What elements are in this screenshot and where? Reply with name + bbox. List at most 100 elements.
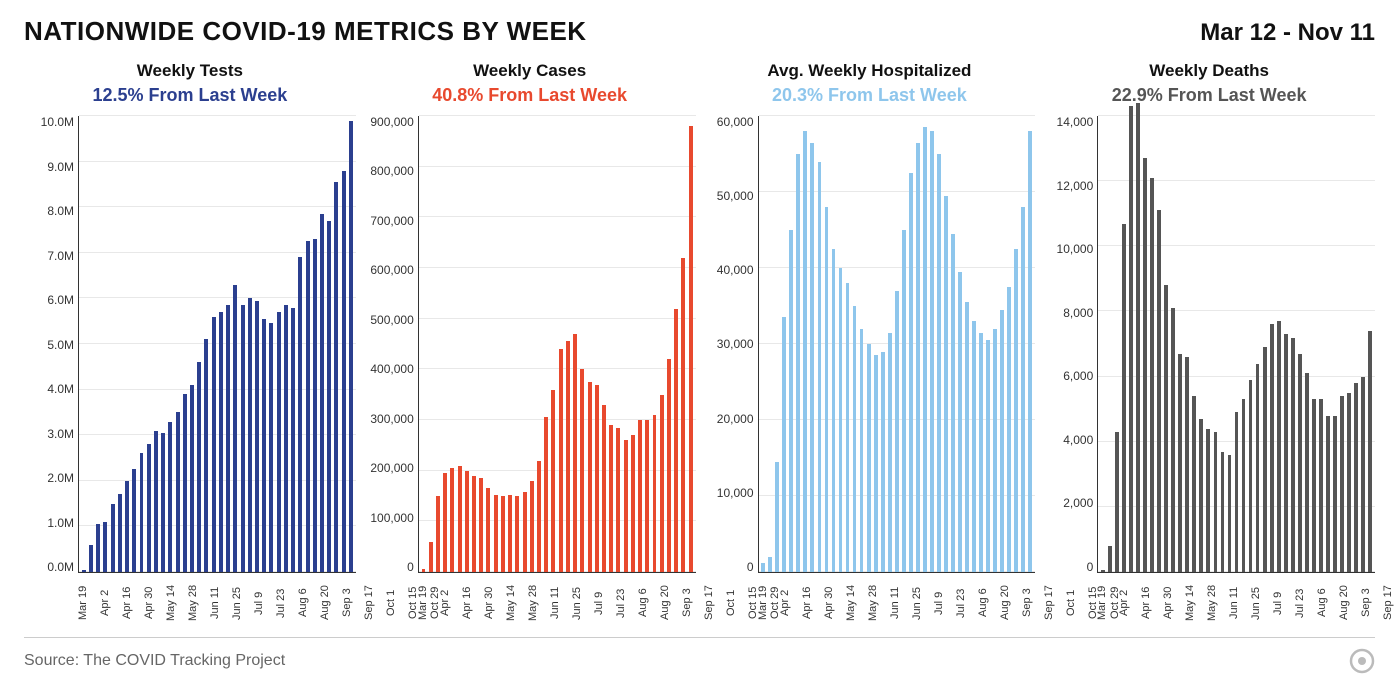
y-axis: 10.0M9.0M8.0M7.0M6.0M5.0M4.0M3.0M2.0M1.0… <box>24 116 78 573</box>
bar <box>1319 399 1323 572</box>
y-tick: 500,000 <box>370 314 413 326</box>
x-tick: Apr 30 <box>484 577 495 629</box>
bar <box>796 154 800 572</box>
bar <box>818 162 822 572</box>
chart-panel: Avg. Weekly Hospitalized20.3% From Last … <box>704 55 1036 629</box>
bar <box>595 385 599 572</box>
header: NATIONWIDE COVID-19 METRICS BY WEEK Mar … <box>24 16 1375 55</box>
bar <box>241 305 245 572</box>
bar <box>1192 396 1196 572</box>
y-tick: 2.0M <box>47 472 74 484</box>
bar <box>436 496 440 572</box>
source-text: Source: The COVID Tracking Project <box>24 652 285 670</box>
x-tick: Apr 2 <box>440 577 451 629</box>
bars-container <box>759 116 1036 572</box>
bar <box>768 557 772 572</box>
x-tick: Aug 6 <box>978 577 989 629</box>
bar <box>1242 399 1246 572</box>
y-tick: 200,000 <box>370 462 413 474</box>
bar <box>168 422 172 572</box>
bar <box>1108 546 1112 572</box>
y-axis: 14,00012,00010,0008,0006,0004,0002,0000 <box>1043 116 1097 573</box>
bar <box>1101 570 1105 572</box>
bar <box>472 476 476 572</box>
bar <box>1291 338 1295 573</box>
bar <box>190 385 194 572</box>
bar <box>1150 178 1154 572</box>
bar <box>616 428 620 572</box>
bar <box>1270 324 1274 572</box>
charts-row: Weekly Tests12.5% From Last Week10.0M9.0… <box>24 55 1375 629</box>
bar <box>993 329 997 572</box>
bar <box>1312 399 1316 572</box>
bar <box>846 283 850 572</box>
logo-icon <box>1349 648 1375 674</box>
bar <box>183 394 187 572</box>
x-tick: Jun 11 <box>550 577 561 629</box>
bar <box>832 249 836 572</box>
bar <box>334 182 338 572</box>
bar <box>853 306 857 572</box>
x-tick: Aug 6 <box>298 577 309 629</box>
x-tick: Mar 19 <box>418 577 429 629</box>
x-tick: Mar 19 <box>758 577 769 629</box>
date-range: Mar 12 - Nov 11 <box>1200 19 1375 47</box>
bar <box>1185 357 1189 572</box>
bar <box>443 473 447 572</box>
x-tick: Sep 17 <box>704 577 715 629</box>
x-tick: Jun 25 <box>1251 577 1262 629</box>
x-tick: Sep 3 <box>342 577 353 629</box>
bar <box>916 143 920 572</box>
bar <box>197 362 201 572</box>
chart-title: Avg. Weekly Hospitalized <box>704 55 1036 81</box>
bar <box>979 333 983 572</box>
bar <box>653 415 657 572</box>
y-tick: 4,000 <box>1063 434 1093 446</box>
bar <box>450 468 454 572</box>
bar <box>1368 331 1372 572</box>
x-axis: Mar 19.Apr 2.Apr 16.Apr 30.May 14.May 28… <box>24 573 356 629</box>
x-tick: Oct 1 <box>1066 577 1077 629</box>
bar <box>118 494 122 572</box>
y-tick: 700,000 <box>370 215 413 227</box>
bar <box>803 131 807 572</box>
bar <box>147 444 151 572</box>
chart-area: 60,00050,00040,00030,00020,00010,0000 <box>704 116 1036 573</box>
plot-area <box>1097 116 1375 573</box>
bar <box>320 214 324 572</box>
chart-title: Weekly Cases <box>364 55 696 81</box>
bar <box>839 268 843 572</box>
bars-container <box>1098 116 1375 572</box>
bar <box>888 333 892 572</box>
y-tick: 300,000 <box>370 413 413 425</box>
bar <box>269 323 273 572</box>
x-tick: May 14 <box>166 577 177 629</box>
y-tick: 8.0M <box>47 205 74 217</box>
x-tick: Aug 20 <box>320 577 331 629</box>
x-tick: Apr 16 <box>122 577 133 629</box>
bar <box>140 453 144 572</box>
bar <box>1122 224 1126 573</box>
bar <box>761 563 765 572</box>
x-tick: Jun 25 <box>572 577 583 629</box>
y-tick: 7.0M <box>47 250 74 262</box>
bar <box>132 469 136 572</box>
x-tick: Jul 9 <box>1273 577 1284 629</box>
chart-title: Weekly Deaths <box>1043 55 1375 81</box>
bar <box>1214 432 1218 572</box>
bar <box>248 298 252 572</box>
bar <box>588 382 592 572</box>
x-tick: Sep 3 <box>1022 577 1033 629</box>
footer: Source: The COVID Tracking Project <box>24 637 1375 674</box>
y-tick: 20,000 <box>717 413 754 425</box>
bar <box>255 301 259 572</box>
bar <box>161 433 165 572</box>
bar <box>176 412 180 572</box>
y-tick: 50,000 <box>717 190 754 202</box>
bar <box>422 569 426 572</box>
bar <box>1340 396 1344 572</box>
bar <box>1284 334 1288 572</box>
bar <box>874 355 878 572</box>
x-tick: Apr 16 <box>1141 577 1152 629</box>
bar <box>544 417 548 572</box>
